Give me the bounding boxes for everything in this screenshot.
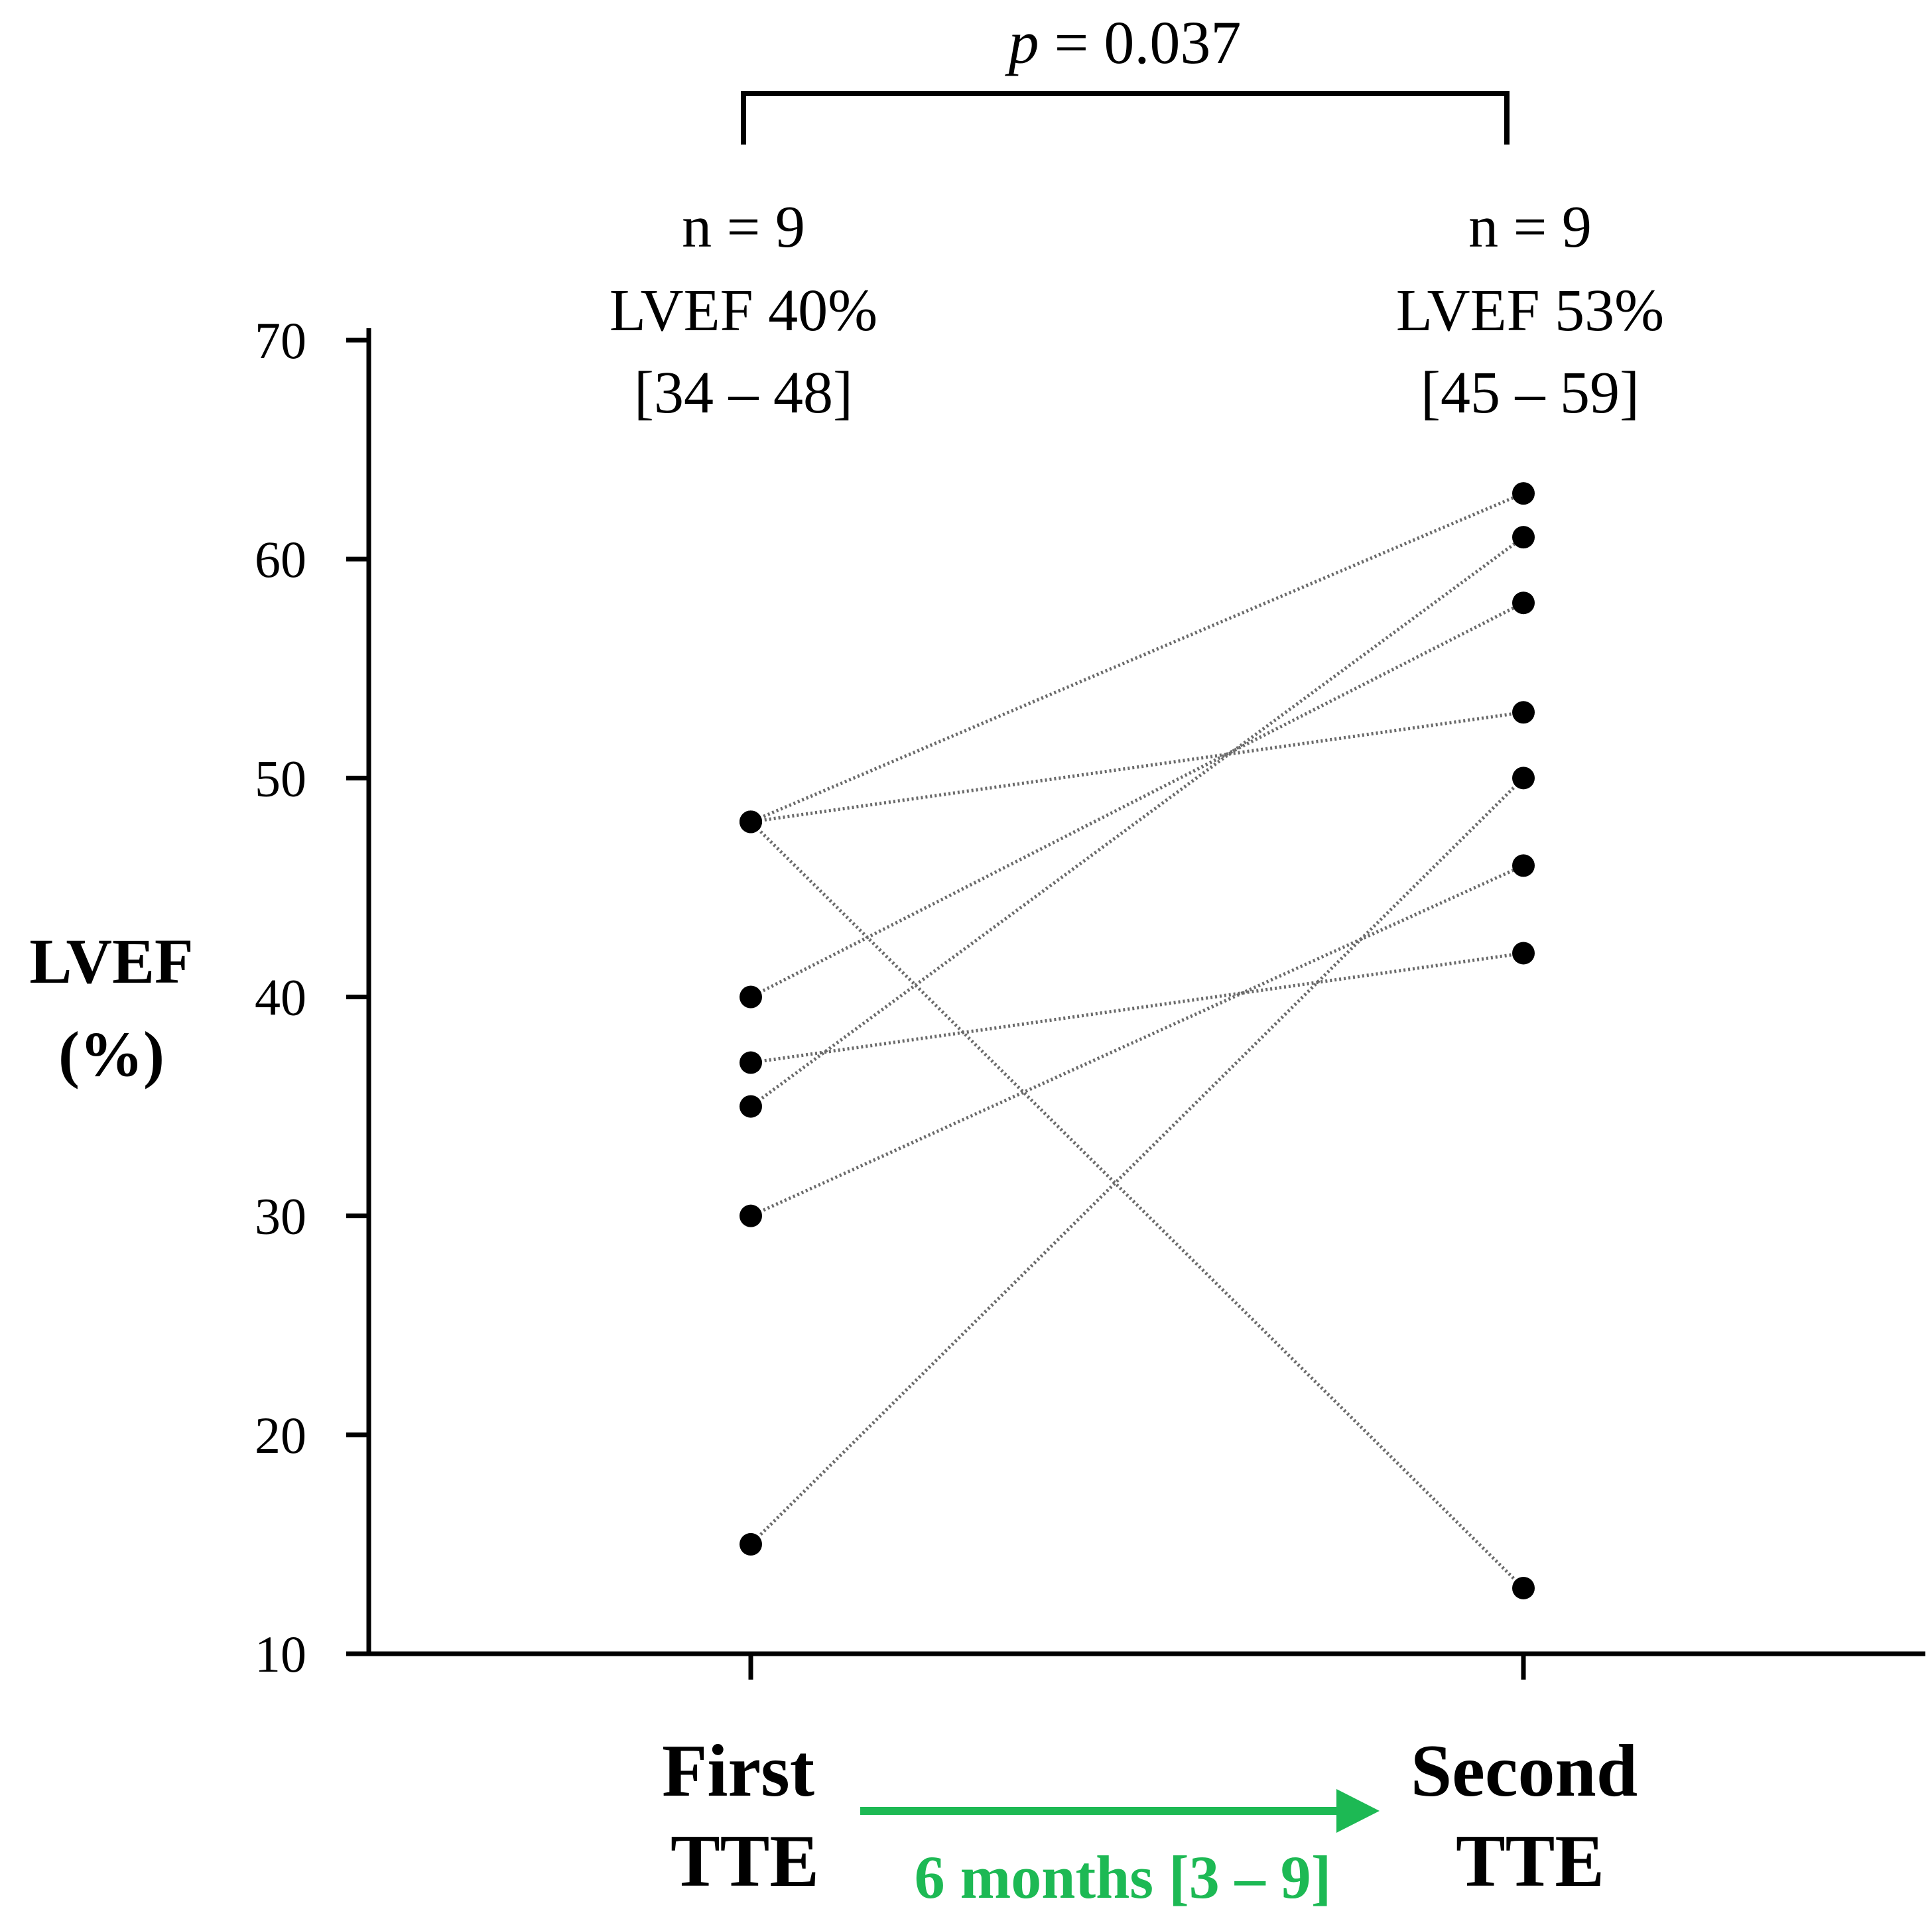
y-ticks: 10 20 30 40 50 60 70 — [255, 312, 369, 1683]
p-value-label: p = 0.037 — [1005, 9, 1242, 76]
second-n-label: n = 9 — [1468, 194, 1592, 260]
pair-line-5 — [750, 951, 1524, 1065]
significance-bracket — [741, 91, 1510, 145]
first-point-8 — [740, 1532, 762, 1556]
x-category-first-line1: First — [662, 1730, 814, 1812]
first-n-label: n = 9 — [682, 194, 805, 260]
pair-line-8 — [749, 776, 1525, 1546]
interval-arrow — [860, 1789, 1380, 1833]
pair-line-1 — [750, 491, 1524, 824]
first-point-7 — [740, 1204, 762, 1227]
second-point-4 — [1512, 591, 1535, 615]
pair-line-4 — [749, 601, 1525, 999]
interval-label: 6 months [3 – 9] — [915, 1843, 1332, 1911]
first-iqr-label: [34 – 48] — [634, 360, 853, 426]
y-tick-label-20: 20 — [255, 1406, 306, 1464]
pair-line-6 — [749, 536, 1525, 1108]
y-tick-label-60: 60 — [255, 530, 306, 588]
interval-arrow-head — [1336, 1789, 1380, 1833]
second-point-6 — [1512, 526, 1535, 549]
second-point-7 — [1512, 854, 1535, 877]
first-point-5 — [740, 1051, 762, 1074]
y-axis-label-line1: LVEF — [29, 926, 193, 997]
second-point-3 — [1512, 1576, 1535, 1599]
y-tick-label-10: 10 — [255, 1625, 306, 1683]
y-tick-label-70: 70 — [255, 312, 306, 369]
second-point-1 — [1512, 482, 1535, 505]
pair-line-7 — [749, 864, 1525, 1217]
second-point-8 — [1512, 767, 1535, 790]
pair-line-2 — [750, 710, 1524, 824]
second-point-2 — [1512, 701, 1535, 724]
paired-lines — [749, 491, 1525, 1589]
first-group-summary: n = 9 LVEF 40% [34 – 48] — [610, 194, 877, 426]
second-point-5 — [1512, 942, 1535, 965]
x-category-second-line2: TTE — [1456, 1820, 1604, 1902]
y-tick-label-40: 40 — [255, 969, 306, 1026]
p-symbol: p — [1005, 9, 1039, 76]
second-lvef-label: LVEF 53% — [1396, 278, 1664, 343]
second-iqr-label: [45 – 59] — [1421, 360, 1640, 426]
first-point-4 — [740, 985, 762, 1009]
x-ticks — [748, 1654, 1526, 1680]
x-category-first-line2: TTE — [671, 1820, 819, 1902]
first-point-6 — [740, 1095, 762, 1118]
y-tick-label-30: 30 — [255, 1188, 306, 1245]
y-tick-label-50: 50 — [255, 749, 306, 807]
data-points — [740, 482, 1535, 1599]
first-point-3 — [740, 810, 762, 834]
x-category-second-line1: Second — [1411, 1730, 1638, 1812]
second-group-summary: n = 9 LVEF 53% [45 – 59] — [1396, 194, 1664, 426]
pair-line-3 — [749, 820, 1525, 1589]
y-axis-label-line2: (%) — [58, 1019, 164, 1089]
p-value-text: = 0.037 — [1039, 9, 1242, 76]
first-lvef-label: LVEF 40% — [610, 278, 877, 343]
